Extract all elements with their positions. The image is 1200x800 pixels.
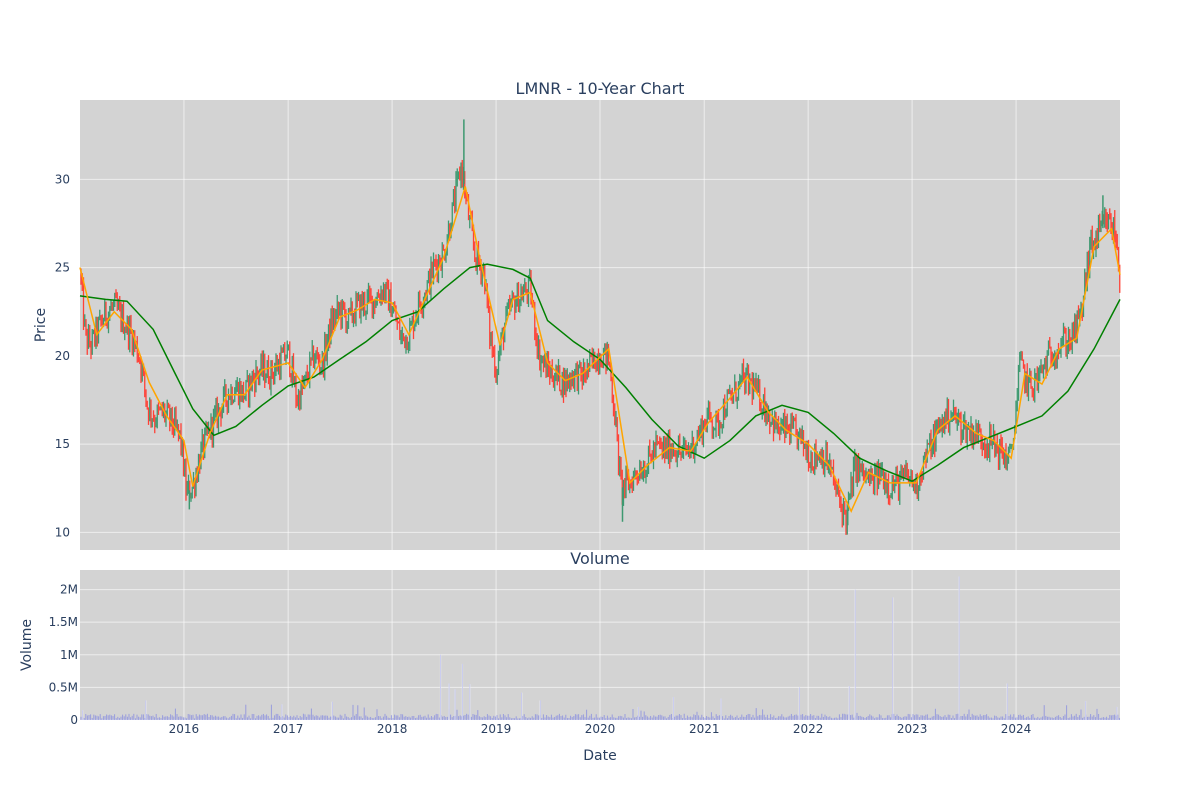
ma-long-line [79, 263, 1121, 483]
chart-title: LMNR - 10-Year Chart [516, 79, 685, 98]
volume-y-tick-label: 1M [60, 648, 78, 662]
price-y-tick-label: 10 [55, 525, 70, 539]
price-y-tick-label: 30 [55, 172, 70, 186]
volume-title: Volume [570, 549, 630, 568]
x-tick-label: 2023 [897, 722, 928, 736]
price-axis-title: Price [33, 308, 49, 342]
x-tick-label: 2018 [377, 722, 408, 736]
x-tick-label: 2021 [689, 722, 720, 736]
x-ticks: 2016 2017 2018 2019 2020 2021 2022 2023 2024 [169, 722, 1032, 736]
volume-y-tick-label: 1.5M [49, 615, 78, 629]
volume-y-tick-label: 0 [70, 713, 78, 727]
price-y-ticks: 10 15 20 25 30 [55, 172, 70, 539]
x-axis-title: Date [583, 748, 616, 764]
ma-short-line [79, 186, 1121, 513]
x-tick-label: 2017 [273, 722, 304, 736]
price-y-tick-label: 15 [55, 437, 70, 451]
volume-axis-title: Volume [19, 619, 35, 671]
x-tick-label: 2022 [793, 722, 824, 736]
x-tick-label: 2016 [169, 722, 200, 736]
x-tick-label: 2019 [481, 722, 512, 736]
x-tick-label: 2024 [1001, 722, 1032, 736]
volume-bars [80, 576, 1120, 720]
price-y-tick-label: 25 [55, 261, 70, 275]
price-candles [80, 119, 1121, 535]
volume-y-tick-label: 0.5M [49, 680, 78, 694]
volume-y-tick-label: 2M [60, 583, 78, 597]
x-tick-label: 2020 [585, 722, 616, 736]
volume-y-ticks: 0 0.5M 1M 1.5M 2M [49, 583, 78, 727]
price-y-tick-label: 20 [55, 349, 70, 363]
